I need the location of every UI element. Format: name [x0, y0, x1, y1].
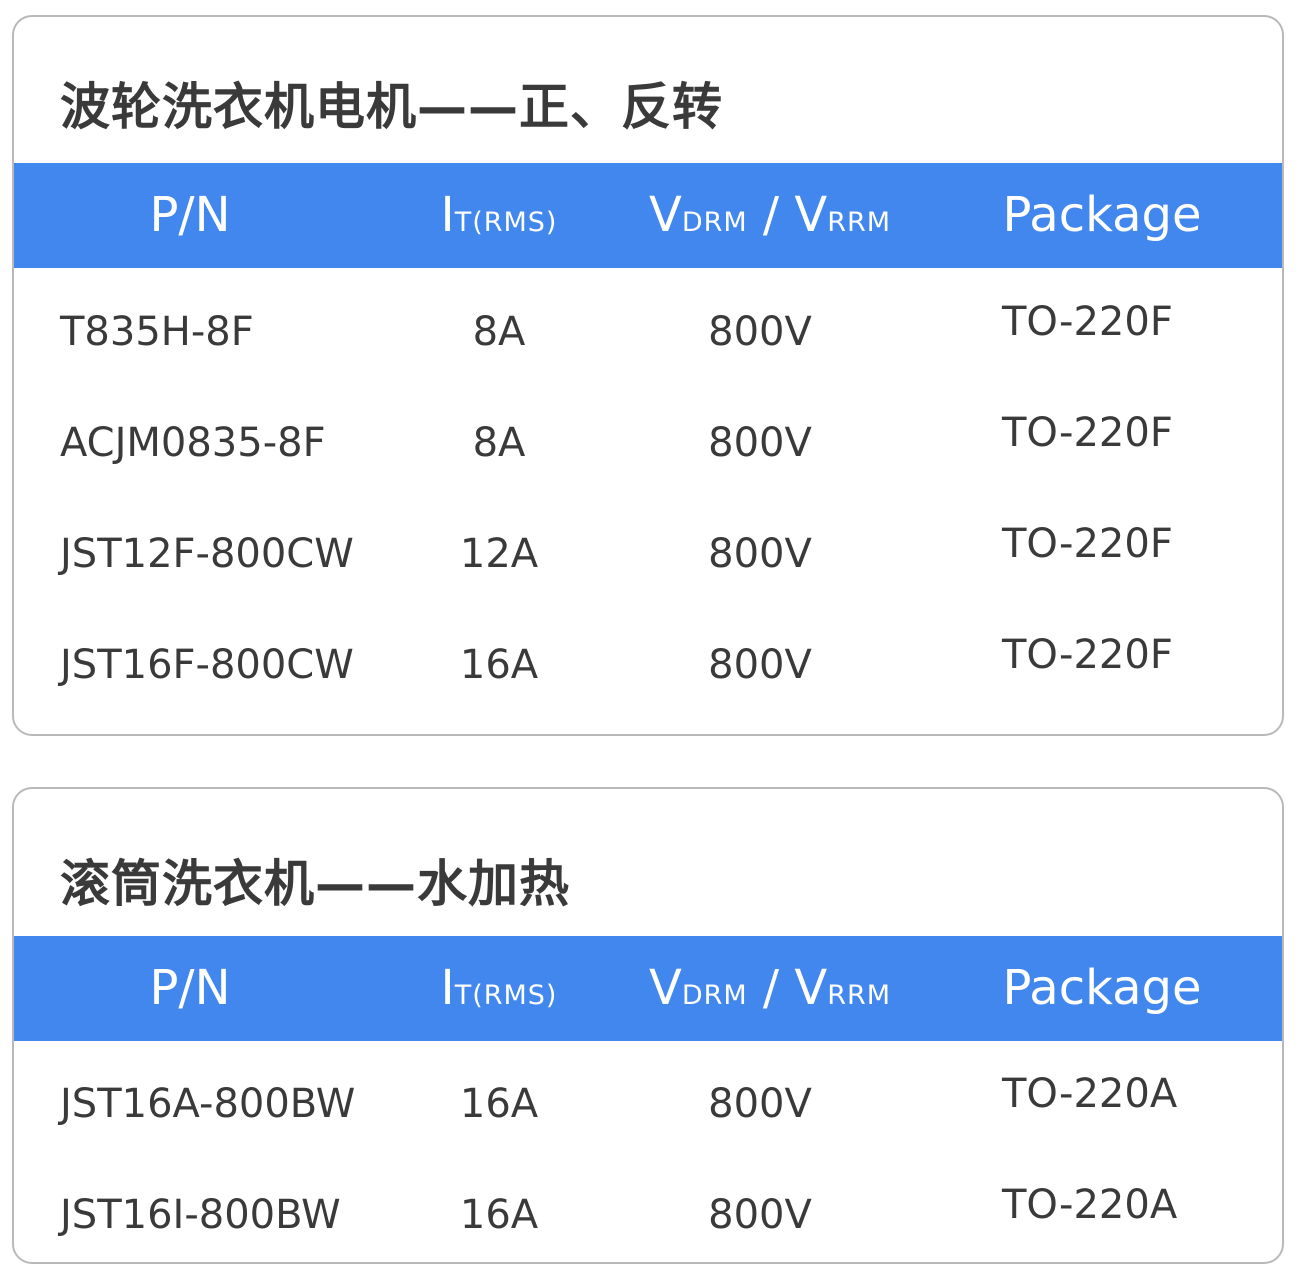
header-package: Package [1002, 960, 1202, 1016]
cell-voltage: 800V [708, 1081, 812, 1127]
cell-package: TO-220F [1002, 521, 1173, 567]
table-header: P/N IT(RMS) VDRM / VRRM Package [14, 163, 1282, 268]
cell-package: TO-220A [1002, 1182, 1178, 1228]
cell-pn: JST12F-800CW [60, 531, 354, 577]
cell-current: 16A [459, 642, 539, 688]
cell-package: TO-220A [1002, 1071, 1178, 1117]
header-package: Package [1002, 187, 1202, 243]
cell-voltage: 800V [708, 1192, 812, 1238]
cell-current: 16A [459, 1192, 539, 1238]
cell-current: 12A [459, 531, 539, 577]
table-header: P/N IT(RMS) VDRM / VRRM Package [14, 936, 1282, 1041]
table-card-drum: 滚筒洗衣机——水加热 P/N IT(RMS) VDRM / VRRM Packa… [12, 787, 1284, 1264]
cell-voltage: 800V [708, 531, 812, 577]
cell-voltage: 800V [708, 642, 812, 688]
cell-voltage: 800V [708, 420, 812, 466]
cell-pn: JST16F-800CW [60, 642, 354, 688]
table-card-pulsator: 波轮洗衣机电机——正、反转 P/N IT(RMS) VDRM / VRRM Pa… [12, 15, 1284, 736]
cell-voltage: 800V [708, 309, 812, 355]
section-title: 滚筒洗衣机——水加热 [60, 855, 570, 913]
header-voltage: VDRM / VRRM [648, 187, 892, 243]
header-current: IT(RMS) [440, 187, 558, 243]
table-row: JST16I-800BW 16A 800V TO-220A [14, 1158, 1282, 1262]
table-row: JST16A-800BW 16A 800V TO-220A [14, 1047, 1282, 1158]
cell-pn: JST16A-800BW [60, 1081, 356, 1127]
section-title: 波轮洗衣机电机——正、反转 [60, 78, 723, 136]
header-voltage: VDRM / VRRM [648, 960, 892, 1016]
table-row: JST16F-800CW 16A 800V TO-220F [14, 608, 1282, 719]
table-row: ACJM0835-8F 8A 800V TO-220F [14, 386, 1282, 497]
cell-pn: JST16I-800BW [60, 1192, 341, 1238]
cell-package: TO-220F [1002, 299, 1173, 345]
cell-pn: ACJM0835-8F [60, 420, 326, 466]
header-pn: P/N [149, 187, 231, 243]
table-row: T835H-8F 8A 800V TO-220F [14, 275, 1282, 386]
header-current: IT(RMS) [440, 960, 558, 1016]
cell-current: 8A [472, 309, 526, 355]
cell-pn: T835H-8F [60, 309, 254, 355]
cell-package: TO-220F [1002, 410, 1173, 456]
cell-current: 8A [472, 420, 526, 466]
table-row: JST12F-800CW 12A 800V TO-220F [14, 497, 1282, 608]
cell-current: 16A [459, 1081, 539, 1127]
header-pn: P/N [149, 960, 231, 1016]
cell-package: TO-220F [1002, 632, 1173, 678]
